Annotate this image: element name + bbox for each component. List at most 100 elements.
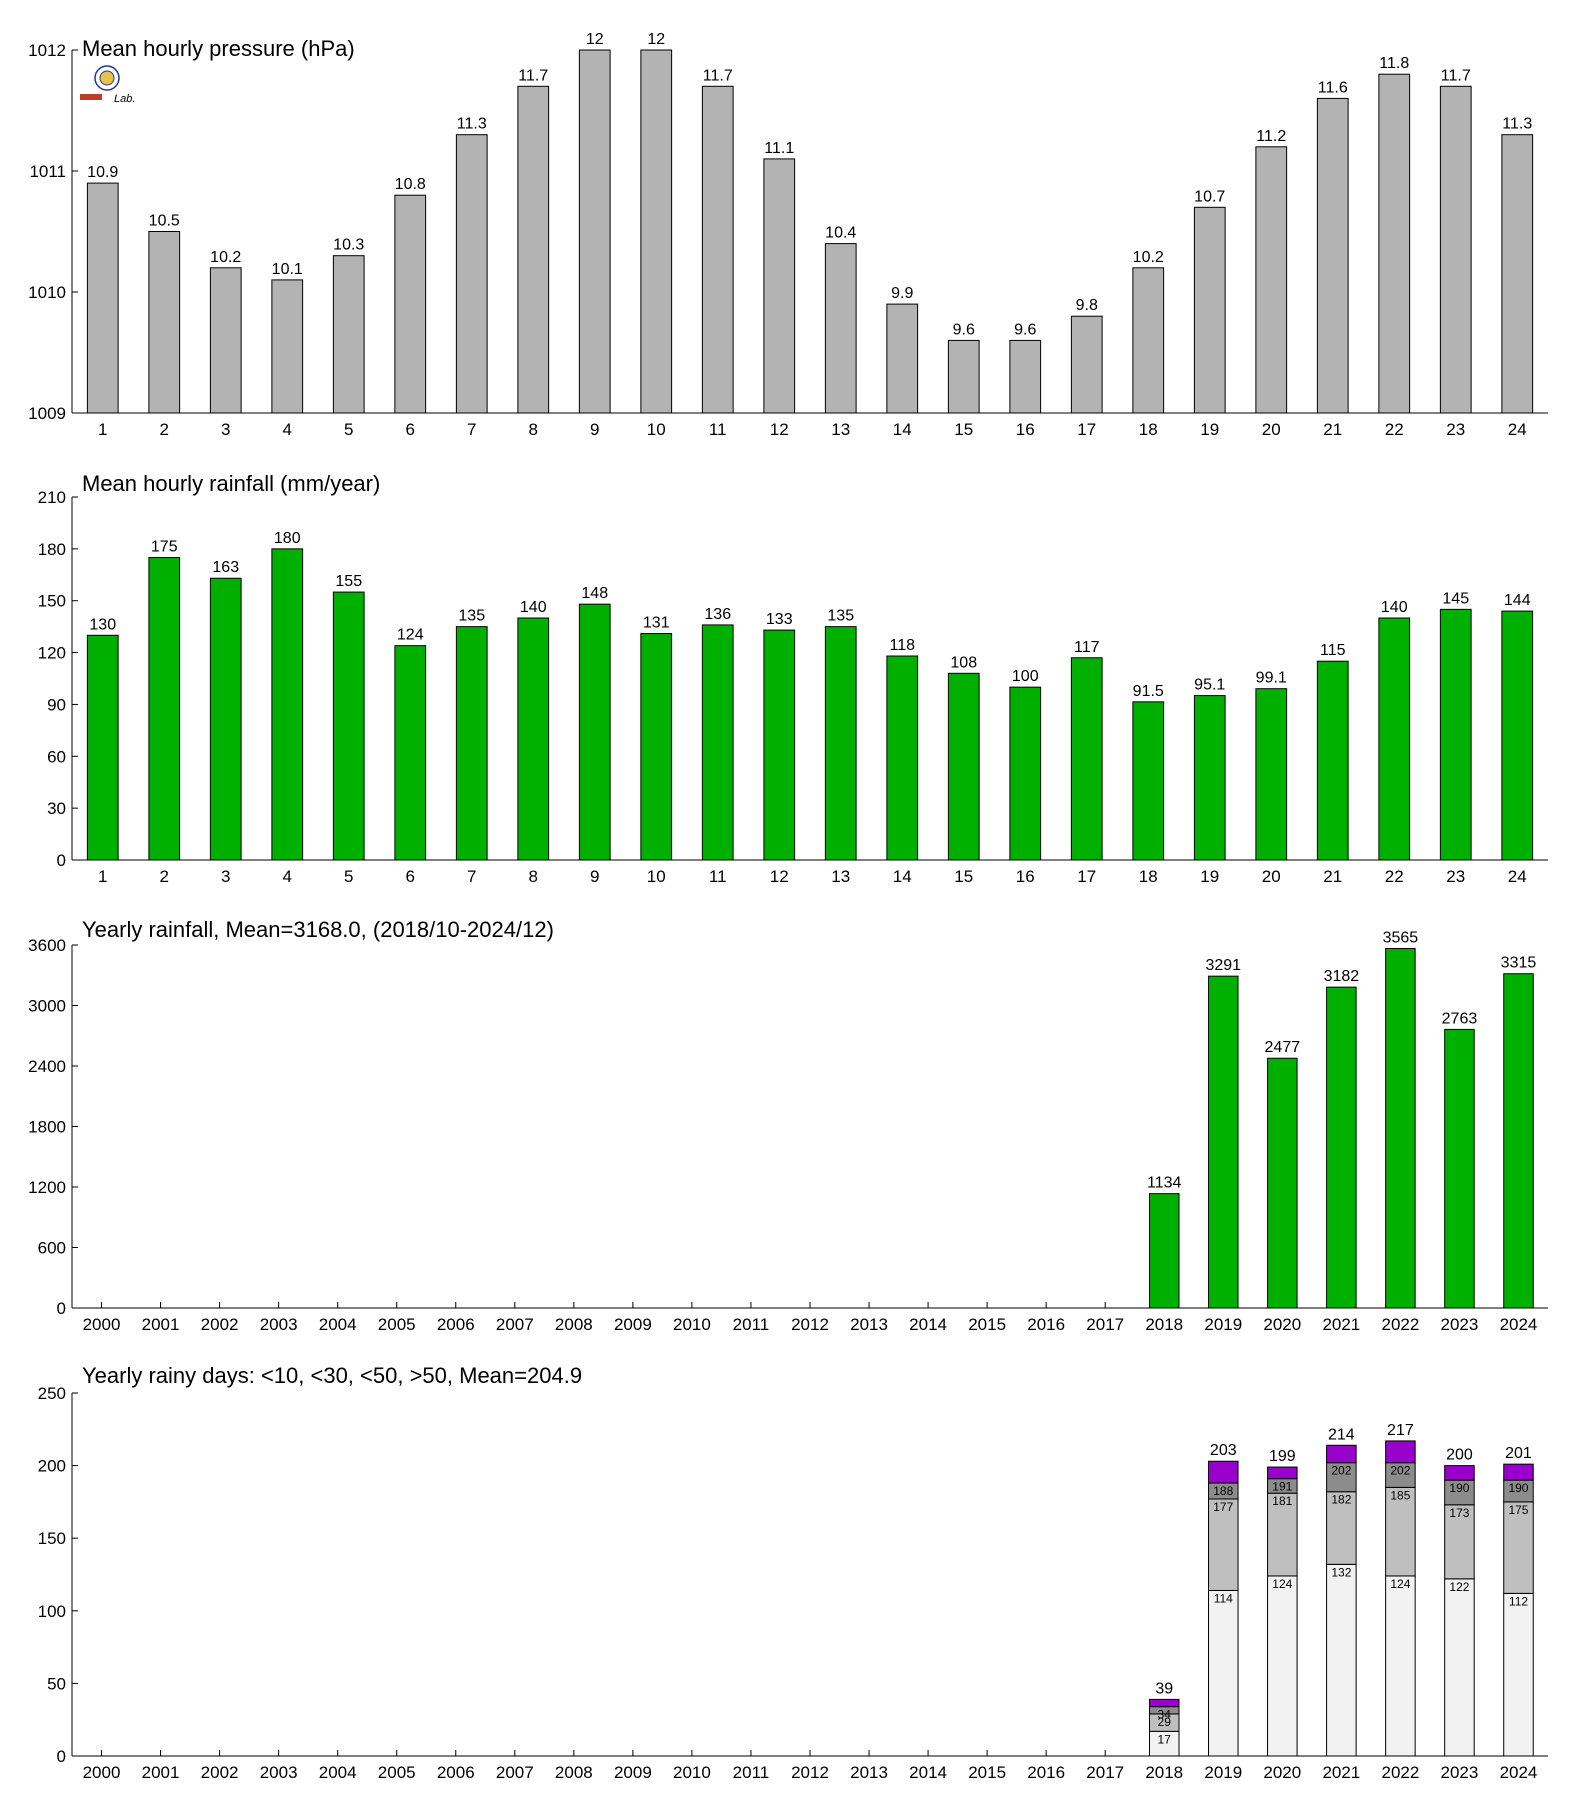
hourly-rain-data-label: 144 xyxy=(1504,592,1531,609)
hourly-rain-bar xyxy=(1193,695,1226,861)
pressure-x-tick-label: 5 xyxy=(344,420,353,439)
rainy-days-x-tick-label: 2014 xyxy=(909,1763,947,1782)
pressure-x-tick-label: 4 xyxy=(283,420,292,439)
yearly-rain-y-tick-label: 1200 xyxy=(28,1178,66,1197)
rainy-days-x-tick-label: 2002 xyxy=(201,1763,239,1782)
hourly-rain-bar xyxy=(578,603,611,861)
pressure-data-label: 11.7 xyxy=(703,67,733,84)
pressure-data-label: 11.2 xyxy=(1256,128,1286,145)
rainy-days-segment-label-lt30: 173 xyxy=(1449,1506,1469,1520)
hourly-rain-x-tick-label: 1 xyxy=(98,867,107,886)
hourly-rain-data-label: 155 xyxy=(335,573,362,590)
hourly-rain-data-label: 117 xyxy=(1074,639,1100,656)
pressure-bar xyxy=(1193,206,1226,414)
rainy-days-x-tick-label: 2013 xyxy=(850,1763,888,1782)
rainy-days-segment-label-lt10: 124 xyxy=(1390,1577,1410,1591)
pressure-x-tick-label: 14 xyxy=(893,420,912,439)
pressure-bar xyxy=(1316,97,1349,414)
logo: Lab. xyxy=(80,65,135,105)
rainy-days-total-label: 199 xyxy=(1269,1448,1296,1465)
hourly-rain-bar xyxy=(763,629,796,861)
rainy-days-segment-label-lt30: 181 xyxy=(1272,1494,1292,1508)
pressure-data-label: 11.3 xyxy=(457,116,487,133)
rainy-days-segment-label-lt10: 114 xyxy=(1214,1591,1233,1605)
rainy-days-x-tick-label: 2008 xyxy=(555,1763,593,1782)
rainy-days-x-tick-label: 2015 xyxy=(968,1763,1006,1782)
yearly-rain-bar xyxy=(1444,1028,1475,1309)
pressure-bar xyxy=(1009,339,1042,414)
rainy-days-y-tick-label: 200 xyxy=(38,1457,66,1476)
hourly-rain-x-tick-label: 4 xyxy=(283,867,292,886)
rainy-days-x-tick-label: 2020 xyxy=(1263,1763,1301,1782)
hourly-rain-x-tick-label: 5 xyxy=(344,867,353,886)
yearly-rain-y-tick-label: 3000 xyxy=(28,997,66,1016)
rainy-days-bar-gt50 xyxy=(1208,1460,1239,1484)
pressure-y-tick-label: 1012 xyxy=(28,41,66,60)
rainy-days-x-tick-label: 2016 xyxy=(1027,1763,1065,1782)
pressure-x-tick-label: 6 xyxy=(406,420,415,439)
hourly-rain-bar xyxy=(332,591,365,861)
pressure-x-tick-label: 22 xyxy=(1385,420,1404,439)
rainy-days-bar-lt50 xyxy=(1444,1479,1475,1506)
pressure-x-tick-label: 10 xyxy=(647,420,666,439)
rainy-days-segment-label-lt30: 182 xyxy=(1331,1493,1351,1507)
hourly-rain-x-tick-label: 8 xyxy=(529,867,538,886)
yearly-rain-x-tick-label: 2010 xyxy=(673,1315,711,1334)
yearly-rain-x-tick-label: 2004 xyxy=(319,1315,357,1334)
yearly-rain-bar xyxy=(1385,948,1416,1309)
pressure-bar xyxy=(1132,267,1165,414)
yearly-rain-data-label: 3315 xyxy=(1501,955,1537,972)
rainy-days-bar-gt50 xyxy=(1326,1444,1357,1464)
rainy-days-y-tick-label: 250 xyxy=(38,1384,66,1403)
pressure-x-tick-label: 15 xyxy=(954,420,973,439)
rainy-days-segment-label-lt10: 132 xyxy=(1331,1565,1351,1579)
pressure-bar xyxy=(1378,73,1411,414)
yearly-rain-x-tick-label: 2018 xyxy=(1145,1315,1183,1334)
hourly-rain-y-tick-label: 180 xyxy=(38,540,66,559)
rainy-days-x-tick-label: 2000 xyxy=(83,1763,121,1782)
yearly-rain-x-tick-label: 2002 xyxy=(201,1315,239,1334)
hourly-rain-data-label: 99.1 xyxy=(1256,670,1287,687)
rainy-days-segment-label-lt50: 202 xyxy=(1390,1464,1410,1478)
hourly-rain-bar xyxy=(271,548,304,861)
pressure-x-tick-label: 2 xyxy=(160,420,169,439)
rainy-days-segment-label-lt30: 177 xyxy=(1213,1500,1233,1514)
rainy-days-x-tick-label: 2023 xyxy=(1441,1763,1479,1782)
hourly-rain-data-label: 118 xyxy=(889,637,915,654)
pressure-x-tick-label: 3 xyxy=(221,420,230,439)
rainy-days-segment-label-lt50: 191 xyxy=(1272,1480,1292,1494)
hourly-rain-bar xyxy=(455,626,488,861)
pressure-bar xyxy=(1070,315,1103,414)
rainy-days-bar-gt50 xyxy=(1267,1466,1298,1480)
pressure-bar xyxy=(701,85,734,414)
rainy-days-total-label: 214 xyxy=(1328,1426,1355,1443)
hourly-rain-data-label: 180 xyxy=(274,530,301,547)
pressure-bar xyxy=(947,339,980,414)
rainy-days-chart: Yearly rainy days: <10, <30, <50, >50, M… xyxy=(38,1363,1548,1782)
yearly-rain-bar xyxy=(1148,1193,1180,1309)
hourly-rain-bar xyxy=(886,655,919,861)
hourly-rain-x-tick-label: 12 xyxy=(770,867,789,886)
hourly-rain-x-tick-label: 24 xyxy=(1508,867,1527,886)
hourly-rain-x-tick-label: 9 xyxy=(590,867,599,886)
hourly-rain-data-label: 145 xyxy=(1442,590,1469,607)
pressure-data-label: 10.7 xyxy=(1194,188,1225,205)
rainy-days-x-tick-label: 2009 xyxy=(614,1763,652,1782)
pressure-data-label: 9.9 xyxy=(891,285,913,302)
hourly-rain-bar xyxy=(1009,686,1042,861)
rainy-days-x-tick-label: 2004 xyxy=(319,1763,357,1782)
rainy-days-bar-lt10 xyxy=(1503,1592,1534,1757)
hourly-rain-bar xyxy=(86,634,119,861)
rainy-days-bar-lt10 xyxy=(1267,1575,1298,1757)
hourly-rain-y-tick-label: 150 xyxy=(38,592,66,611)
rainy-days-bar-lt50 xyxy=(1326,1462,1357,1493)
rainy-days-bar-lt10 xyxy=(1208,1589,1239,1757)
yearly-rain-x-tick-label: 2016 xyxy=(1027,1315,1065,1334)
hourly-rain-bar xyxy=(947,672,980,861)
pressure-bar xyxy=(824,243,857,414)
yearly-rainfall-chart-title: Yearly rainfall, Mean=3168.0, (2018/10-2… xyxy=(82,917,554,942)
hourly-rain-x-tick-label: 16 xyxy=(1016,867,1035,886)
hourly-rain-bar xyxy=(209,577,242,861)
rainy-days-bar-lt50 xyxy=(1385,1462,1416,1488)
pressure-data-label: 11.7 xyxy=(518,67,548,84)
